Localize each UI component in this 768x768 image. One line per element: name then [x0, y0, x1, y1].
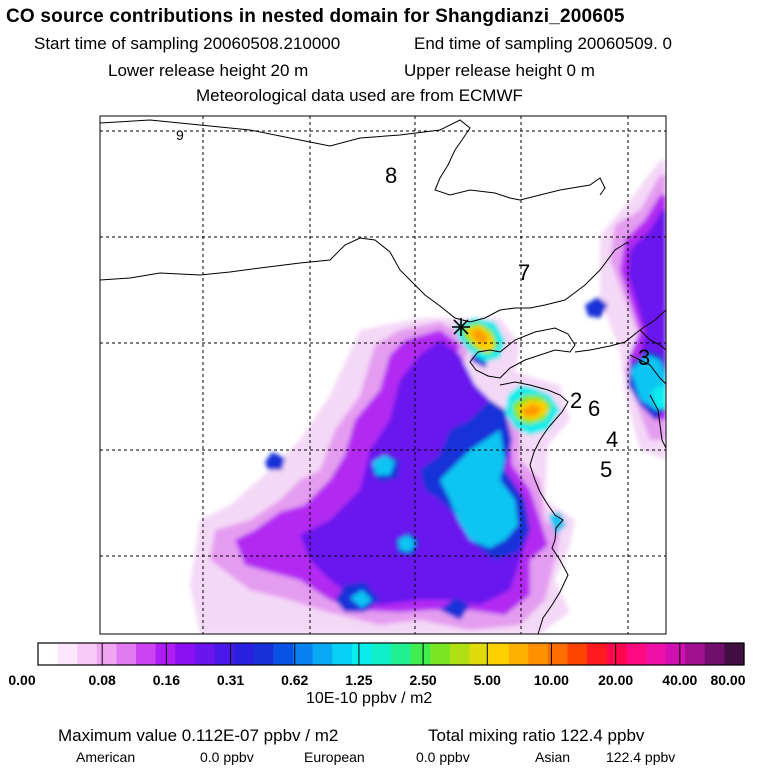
- colorbar-cell: [528, 643, 549, 665]
- plume-teal: [455, 318, 666, 435]
- liaodong-coast: [574, 309, 666, 353]
- colorbar-cell: [214, 643, 235, 665]
- colorbar-cell: [253, 643, 274, 665]
- station-marker-icon: [452, 318, 470, 336]
- colorbar-cell: [508, 643, 529, 665]
- colorbar-tick-label: 20.00: [598, 672, 633, 688]
- colorbar-cell: [292, 643, 314, 665]
- colorbar-cell: [645, 643, 667, 665]
- start-time-label: Start time of sampling 20060508.210000: [34, 34, 341, 53]
- region-label: 9: [176, 127, 184, 143]
- colorbar-cell: [312, 643, 333, 665]
- american-label: American: [76, 749, 136, 765]
- colorbar-ticks: [37, 643, 745, 665]
- plot-title: CO source contributions in nested domain…: [6, 6, 625, 27]
- colorbar-cell: [430, 643, 451, 665]
- region-label: 5: [600, 457, 612, 482]
- colorbar-cell: [136, 643, 157, 665]
- region-label: 6: [588, 396, 600, 421]
- colorbar-tick-label: 80.00: [710, 672, 745, 688]
- end-time-label: End time of sampling 20060509. 0: [414, 34, 673, 53]
- colorbar-cell: [194, 643, 216, 665]
- northern-border: [100, 119, 606, 201]
- max-value-label: Maximum value 0.112E-07 ppbv / m2: [58, 726, 339, 745]
- colorbar-cell: [57, 643, 78, 665]
- european-label: European: [304, 749, 365, 765]
- plume-field: [190, 160, 666, 634]
- colorbar-cell: [449, 643, 471, 665]
- bohai-coast: [469, 327, 576, 379]
- colorbar-cell: [567, 643, 588, 665]
- plume-orange: [470, 329, 542, 416]
- region-label: 7: [518, 260, 530, 285]
- colorbar-cell: [469, 643, 490, 665]
- region-labels: 9 8 7 2 6 4 5 3: [176, 127, 650, 482]
- colorbar-cell: [175, 643, 196, 665]
- colorbar-tick-label: 0.31: [217, 672, 244, 688]
- map-frame: [99, 115, 667, 635]
- coastline: [100, 119, 666, 634]
- colorbar-cell: [704, 643, 725, 665]
- asian-label: Asian: [535, 749, 571, 765]
- colorbar-tick-label: 5.00: [474, 672, 501, 688]
- colorbar-tick-label: 2.50: [409, 672, 436, 688]
- colorbar-cell: [332, 643, 353, 665]
- colorbar-cell: [724, 643, 745, 665]
- asian-value: 122.4 ppbv: [606, 749, 676, 765]
- colorbar-tick-label: 0.16: [153, 672, 180, 688]
- met-data-label: Meteorological data used are from ECMWF: [196, 86, 523, 105]
- colorbar-cell: [391, 643, 412, 665]
- total-mixing-label: Total mixing ratio 122.4 ppbv: [428, 726, 645, 745]
- north-korea-edge: [639, 329, 666, 351]
- plume-yellow: [466, 326, 548, 420]
- colorbar-cell: [371, 643, 392, 665]
- colorbar-cell: [547, 643, 569, 665]
- region-label: 2: [570, 388, 582, 413]
- inner-border: [100, 237, 629, 323]
- region-label: 3: [638, 345, 650, 370]
- upper-release-label: Upper release height 0 m: [404, 61, 595, 80]
- colorbar-cell: [38, 643, 59, 665]
- colorbar-cell: [665, 643, 686, 665]
- colorbar-tick-label: 40.00: [662, 672, 697, 688]
- plume-cyan: [350, 355, 666, 608]
- shandong-coast: [499, 381, 569, 634]
- colorbar-tick-label: 10.00: [534, 672, 569, 688]
- colorbar-cell: [96, 643, 118, 665]
- region-label: 8: [385, 163, 397, 188]
- colorbar-cells: [38, 643, 745, 665]
- plume-violet-east: [628, 210, 666, 400]
- colorbar-cell: [606, 643, 627, 665]
- region-label: 4: [606, 427, 618, 452]
- colorbar-cell: [685, 643, 706, 665]
- korea-coast: [629, 354, 666, 449]
- colorbar-tick-label: 1.25: [345, 672, 372, 688]
- american-value: 0.0 ppbv: [200, 749, 254, 765]
- colorbar-tick-labels: 0.00 0.08 0.16 0.31 0.62 1.25 2.50 5.00 10.00 20.…: [8, 672, 745, 688]
- colorbar-unit: 10E-10 ppbv / m2: [306, 690, 433, 707]
- colorbar-cell: [626, 643, 647, 665]
- colorbar-cell: [234, 643, 255, 665]
- graticule: [100, 116, 666, 634]
- colorbar-cell: [489, 643, 510, 665]
- colorbar-cell: [155, 643, 176, 665]
- colorbar-tick-label: 0.62: [281, 672, 308, 688]
- colorbar-cell: [351, 643, 372, 665]
- colorbar-cell: [587, 643, 608, 665]
- colorbar-cell: [116, 643, 137, 665]
- european-value: 0.0 ppbv: [416, 749, 470, 765]
- colorbar-tick-label: 0.08: [89, 672, 116, 688]
- lower-release-label: Lower release height 20 m: [108, 61, 309, 80]
- colorbar-cell: [273, 643, 294, 665]
- colorbar-tick-label: 0.00: [8, 672, 35, 688]
- colorbar-cell: [77, 643, 98, 665]
- colorbar-cell: [410, 643, 431, 665]
